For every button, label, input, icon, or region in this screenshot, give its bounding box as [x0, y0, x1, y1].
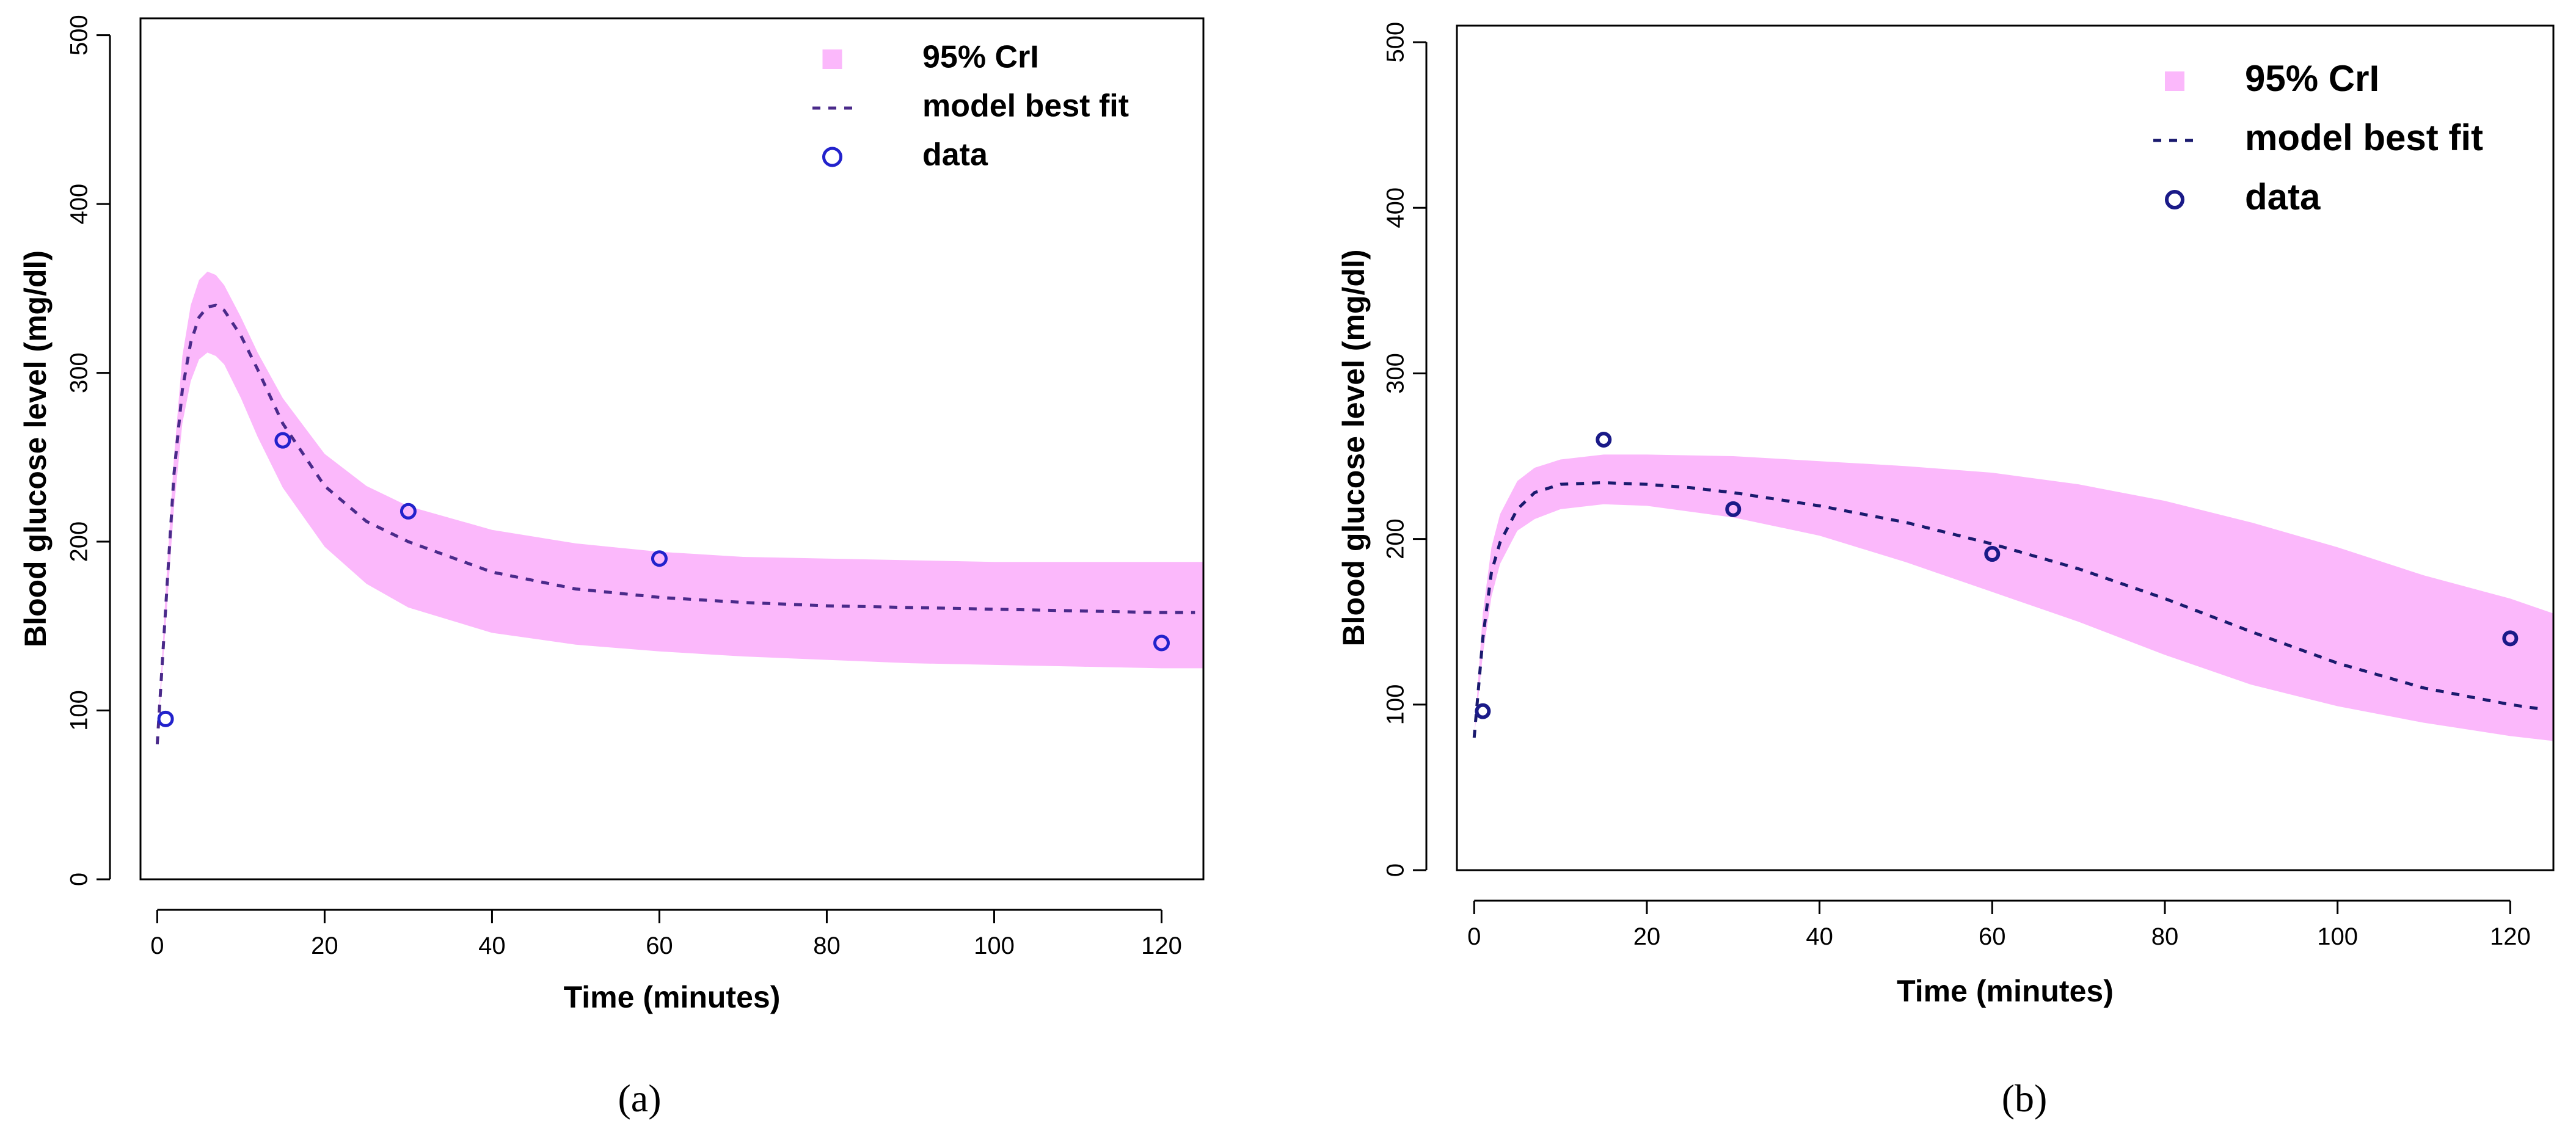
y-tick-label: 300 — [1382, 353, 1409, 394]
x-tick-label: 0 — [1467, 923, 1481, 950]
x-tick-label: 120 — [2490, 923, 2531, 950]
x-tick-label: 100 — [2317, 923, 2358, 950]
legend-label: 95% CrI — [922, 40, 1039, 75]
credible-band — [157, 271, 1203, 744]
y-tick-label: 500 — [1382, 22, 1409, 63]
data-point — [1475, 703, 1491, 719]
legend-label: 95% CrI — [2245, 58, 2379, 99]
best-fit-line — [155, 303, 1195, 744]
x-tick-label: 80 — [2151, 923, 2179, 950]
y-tick-label: 400 — [1382, 187, 1409, 228]
data-point — [1153, 634, 1170, 652]
data-point — [274, 432, 291, 449]
legend: 95% CrI model best fit data — [812, 40, 1129, 173]
y-axis-label: Blood glucose level (mg/dl) — [18, 250, 53, 647]
y-tick-label: 100 — [66, 690, 93, 731]
x-tick-label: 100 — [974, 932, 1015, 959]
data-point — [1984, 546, 2001, 562]
x-tick-label: 60 — [646, 932, 673, 959]
y-tick-label: 200 — [66, 521, 93, 562]
y-tick-label: 200 — [1382, 518, 1409, 559]
plot-frame — [139, 17, 1205, 881]
x-tick-label: 20 — [311, 932, 338, 959]
data-point — [651, 550, 668, 567]
x-tick-label: 60 — [1979, 923, 2006, 950]
legend-swatch-point — [822, 147, 842, 167]
legend-swatch-band — [2165, 71, 2184, 91]
legend-label: model best fit — [2245, 117, 2483, 158]
x-tick-label: 80 — [813, 932, 841, 959]
caption-a: (a) — [618, 1077, 661, 1120]
data-point — [400, 503, 417, 520]
caption-b: (b) — [2002, 1077, 2048, 1120]
panel-a: 0 20 40 60 80 100 120 0 100 200 300 400 500 Time (min… — [18, 15, 1205, 1014]
legend-label: data — [922, 137, 988, 173]
data-point — [1596, 431, 1612, 448]
data-point — [2502, 630, 2519, 647]
x-tick-label: 40 — [478, 932, 506, 959]
best-fit-line — [1472, 481, 2545, 738]
legend-label: data — [2245, 176, 2321, 217]
x-axis-label: Time (minutes) — [564, 980, 781, 1014]
x-axis-label: Time (minutes) — [1897, 974, 2114, 1008]
y-tick-label: 0 — [66, 873, 93, 886]
legend: 95% CrI model best fit data — [2153, 58, 2483, 217]
panel-b: 0 20 40 60 80 100 120 0 100 200 300 400 500 Time (min… — [1337, 22, 2555, 1008]
x-tick-label: 0 — [150, 932, 164, 959]
y-axis-label: Blood glucose level (mg/dl) — [1337, 249, 1371, 646]
plot-frame — [1456, 24, 2555, 871]
legend-swatch-band — [822, 49, 842, 69]
data-point — [157, 710, 174, 727]
y-tick-label: 300 — [66, 352, 93, 393]
y-tick-label: 100 — [1382, 684, 1409, 725]
legend-label: model best fit — [922, 89, 1129, 124]
x-tick-label: 20 — [1633, 923, 1661, 950]
credible-band — [1474, 454, 2553, 741]
x-tick-label: 40 — [1806, 923, 1833, 950]
data-point — [1725, 501, 1742, 517]
y-tick-label: 500 — [66, 15, 93, 56]
legend-swatch-point — [2165, 190, 2184, 209]
y-tick-label: 400 — [66, 184, 93, 225]
x-tick-label: 120 — [1141, 932, 1182, 959]
y-tick-label: 0 — [1382, 863, 1409, 877]
